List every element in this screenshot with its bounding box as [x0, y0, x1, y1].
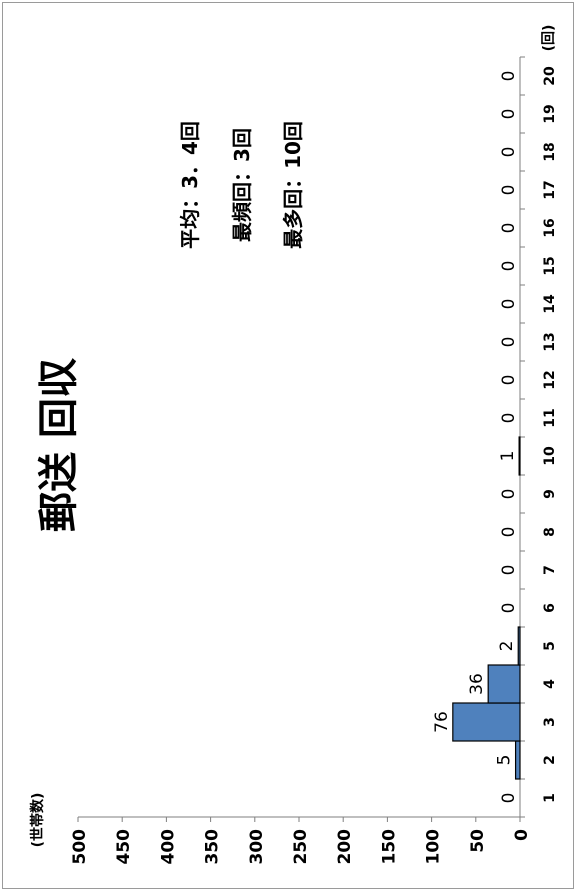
category-label: 20: [542, 66, 558, 86]
category-label: 15: [542, 256, 558, 275]
data-label: 0: [499, 299, 519, 310]
data-label: 0: [499, 71, 519, 82]
value-tick-label: 300: [247, 829, 267, 865]
bar: [487, 664, 521, 704]
value-tick-label: 150: [379, 829, 399, 865]
value-tick-label: 0: [512, 829, 532, 841]
value-tick-label: 50: [468, 829, 488, 853]
data-label: 0: [499, 337, 519, 348]
category-label: 18: [542, 142, 558, 161]
category-label: 4: [542, 679, 558, 689]
category-label: 6: [542, 603, 558, 613]
chart-title: 郵送 回収: [36, 358, 82, 532]
chart-bars: [452, 436, 521, 780]
bar: [518, 436, 521, 476]
data-label: 0: [499, 223, 519, 234]
data-label: 0: [499, 603, 519, 614]
data-label: 0: [499, 793, 519, 804]
data-label: 1: [498, 451, 518, 462]
data-label: 36: [467, 673, 487, 695]
value-tick-label: 350: [203, 829, 223, 865]
data-label: 0: [499, 413, 519, 424]
bar: [452, 702, 521, 742]
value-tick-label: 100: [424, 829, 444, 865]
category-label: 1: [542, 793, 558, 803]
mean-stat: 平均：3．4回: [178, 121, 202, 249]
category-label: 13: [542, 332, 558, 351]
category-label: 14: [542, 294, 558, 314]
value-tick-label: 500: [70, 829, 90, 865]
category-label: 3: [542, 717, 558, 727]
bar: [517, 626, 521, 666]
data-label: 76: [432, 711, 452, 733]
value-tick-label: 400: [158, 829, 178, 865]
value-tick-label: 250: [291, 829, 311, 865]
data-label: 2: [497, 641, 517, 652]
data-label: 5: [495, 755, 515, 766]
data-label: 0: [499, 375, 519, 386]
category-label: 5: [542, 641, 558, 651]
max-stat: 最多回：10回: [281, 121, 305, 249]
category-label: 10: [542, 446, 558, 466]
y-axis-title: (世帯数): [29, 793, 46, 848]
data-label: 0: [499, 527, 519, 538]
x-axis-unit: (回): [541, 25, 557, 52]
category-label: 9: [542, 489, 558, 499]
data-label: 0: [499, 261, 519, 272]
category-label: 2: [542, 755, 558, 765]
data-label: 0: [499, 565, 519, 576]
category-label: 19: [542, 104, 558, 123]
value-tick-label: 450: [114, 829, 134, 865]
data-label: 0: [499, 147, 519, 158]
category-label: 17: [542, 180, 558, 199]
category-label: 11: [542, 408, 558, 427]
category-label: 7: [542, 565, 558, 575]
data-label: 0: [499, 489, 519, 500]
category-label: 16: [542, 218, 558, 237]
mode-stat: 最頻回：3回: [230, 128, 254, 242]
category-label: 12: [542, 370, 558, 389]
category-label: 8: [542, 527, 558, 537]
bar: [514, 740, 521, 780]
data-label: 0: [499, 109, 519, 120]
value-tick-label: 200: [335, 829, 355, 865]
chart-labels: 1025376436526070809010111012013014015016…: [432, 66, 558, 803]
data-label: 0: [499, 185, 519, 196]
